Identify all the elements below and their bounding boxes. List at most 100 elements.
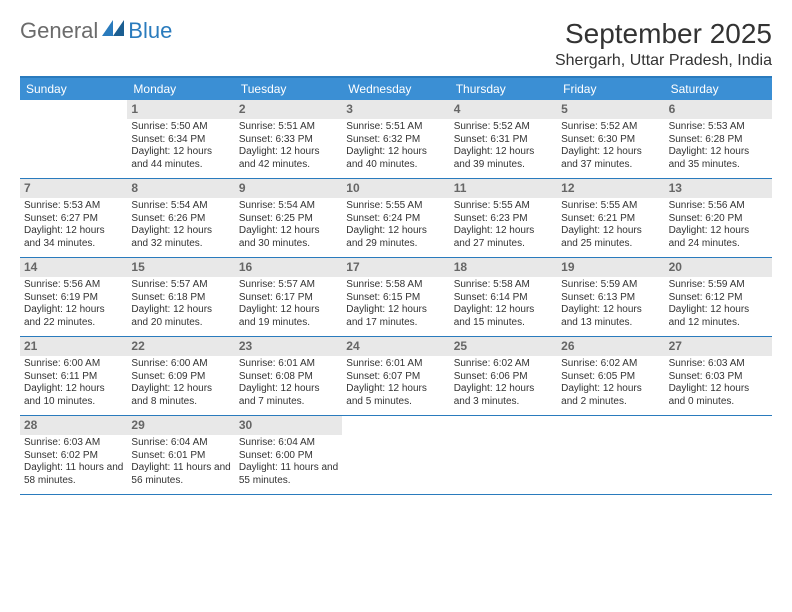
day-cell: 5Sunrise: 5:52 AMSunset: 6:30 PMDaylight… bbox=[557, 100, 664, 178]
sunset-text: Sunset: 6:31 PM bbox=[454, 134, 553, 147]
day-number: 19 bbox=[557, 258, 664, 277]
sunrise-text: Sunrise: 6:04 AM bbox=[131, 437, 230, 450]
day-cell: 0 bbox=[665, 416, 772, 494]
sunset-text: Sunset: 6:01 PM bbox=[131, 450, 230, 463]
day-number: 9 bbox=[235, 179, 342, 198]
sunrise-text: Sunrise: 6:00 AM bbox=[131, 358, 230, 371]
daylight-text: Daylight: 12 hours and 37 minutes. bbox=[561, 146, 660, 171]
daylight-text: Daylight: 12 hours and 17 minutes. bbox=[346, 304, 445, 329]
daylight-text: Daylight: 12 hours and 10 minutes. bbox=[24, 383, 123, 408]
dayhead-tue: Tuesday bbox=[235, 78, 342, 100]
week-row: 21Sunrise: 6:00 AMSunset: 6:11 PMDayligh… bbox=[20, 337, 772, 416]
sunset-text: Sunset: 6:28 PM bbox=[669, 134, 768, 147]
sunrise-text: Sunrise: 5:55 AM bbox=[346, 200, 445, 213]
sunset-text: Sunset: 6:25 PM bbox=[239, 213, 338, 226]
sunrise-text: Sunrise: 5:57 AM bbox=[131, 279, 230, 292]
day-cell: 15Sunrise: 5:57 AMSunset: 6:18 PMDayligh… bbox=[127, 258, 234, 336]
daylight-text: Daylight: 11 hours and 58 minutes. bbox=[24, 462, 123, 487]
daylight-text: Daylight: 12 hours and 24 minutes. bbox=[669, 225, 768, 250]
day-number: 23 bbox=[235, 337, 342, 356]
sunset-text: Sunset: 6:26 PM bbox=[131, 213, 230, 226]
daylight-text: Daylight: 12 hours and 30 minutes. bbox=[239, 225, 338, 250]
day-header-row: Sunday Monday Tuesday Wednesday Thursday… bbox=[20, 78, 772, 100]
daylight-text: Daylight: 12 hours and 8 minutes. bbox=[131, 383, 230, 408]
daylight-text: Daylight: 12 hours and 44 minutes. bbox=[131, 146, 230, 171]
day-cell: 18Sunrise: 5:58 AMSunset: 6:14 PMDayligh… bbox=[450, 258, 557, 336]
day-number: 29 bbox=[127, 416, 234, 435]
day-cell: 12Sunrise: 5:55 AMSunset: 6:21 PMDayligh… bbox=[557, 179, 664, 257]
day-number: 15 bbox=[127, 258, 234, 277]
sunrise-text: Sunrise: 5:50 AM bbox=[131, 121, 230, 134]
sunrise-text: Sunrise: 6:02 AM bbox=[454, 358, 553, 371]
daylight-text: Daylight: 12 hours and 19 minutes. bbox=[239, 304, 338, 329]
dayhead-sun: Sunday bbox=[20, 78, 127, 100]
daylight-text: Daylight: 12 hours and 22 minutes. bbox=[24, 304, 123, 329]
day-number: 1 bbox=[127, 100, 234, 119]
day-number: 14 bbox=[20, 258, 127, 277]
dayhead-thu: Thursday bbox=[450, 78, 557, 100]
day-number: 8 bbox=[127, 179, 234, 198]
day-number: 16 bbox=[235, 258, 342, 277]
day-number: 25 bbox=[450, 337, 557, 356]
location: Shergarh, Uttar Pradesh, India bbox=[555, 52, 772, 70]
dayhead-sat: Saturday bbox=[665, 78, 772, 100]
sunrise-text: Sunrise: 6:03 AM bbox=[24, 437, 123, 450]
day-cell: 30Sunrise: 6:04 AMSunset: 6:00 PMDayligh… bbox=[235, 416, 342, 494]
day-number: 10 bbox=[342, 179, 449, 198]
day-cell: 11Sunrise: 5:55 AMSunset: 6:23 PMDayligh… bbox=[450, 179, 557, 257]
logo-text-1: General bbox=[20, 18, 98, 44]
daylight-text: Daylight: 12 hours and 5 minutes. bbox=[346, 383, 445, 408]
month-title: September 2025 bbox=[555, 18, 772, 50]
dayhead-fri: Friday bbox=[557, 78, 664, 100]
calendar-page: General Blue September 2025 Shergarh, Ut… bbox=[0, 0, 792, 495]
sunset-text: Sunset: 6:07 PM bbox=[346, 371, 445, 384]
day-cell: 26Sunrise: 6:02 AMSunset: 6:05 PMDayligh… bbox=[557, 337, 664, 415]
day-cell: 1Sunrise: 5:50 AMSunset: 6:34 PMDaylight… bbox=[127, 100, 234, 178]
daylight-text: Daylight: 12 hours and 35 minutes. bbox=[669, 146, 768, 171]
week-row: 01Sunrise: 5:50 AMSunset: 6:34 PMDayligh… bbox=[20, 100, 772, 179]
logo: General Blue bbox=[20, 18, 172, 44]
sunrise-text: Sunrise: 6:01 AM bbox=[239, 358, 338, 371]
day-number: 17 bbox=[342, 258, 449, 277]
sunrise-text: Sunrise: 5:55 AM bbox=[561, 200, 660, 213]
sunset-text: Sunset: 6:06 PM bbox=[454, 371, 553, 384]
day-cell: 27Sunrise: 6:03 AMSunset: 6:03 PMDayligh… bbox=[665, 337, 772, 415]
daylight-text: Daylight: 12 hours and 12 minutes. bbox=[669, 304, 768, 329]
day-number: 2 bbox=[235, 100, 342, 119]
sunrise-text: Sunrise: 5:51 AM bbox=[239, 121, 338, 134]
sunrise-text: Sunrise: 6:02 AM bbox=[561, 358, 660, 371]
sunrise-text: Sunrise: 5:56 AM bbox=[669, 200, 768, 213]
day-cell: 29Sunrise: 6:04 AMSunset: 6:01 PMDayligh… bbox=[127, 416, 234, 494]
daylight-text: Daylight: 12 hours and 42 minutes. bbox=[239, 146, 338, 171]
day-number: 28 bbox=[20, 416, 127, 435]
daylight-text: Daylight: 12 hours and 20 minutes. bbox=[131, 304, 230, 329]
day-cell: 6Sunrise: 5:53 AMSunset: 6:28 PMDaylight… bbox=[665, 100, 772, 178]
sunrise-text: Sunrise: 5:55 AM bbox=[454, 200, 553, 213]
day-number: 3 bbox=[342, 100, 449, 119]
day-number: 11 bbox=[450, 179, 557, 198]
sunset-text: Sunset: 6:33 PM bbox=[239, 134, 338, 147]
sunrise-text: Sunrise: 5:51 AM bbox=[346, 121, 445, 134]
sunrise-text: Sunrise: 5:59 AM bbox=[669, 279, 768, 292]
sunset-text: Sunset: 6:23 PM bbox=[454, 213, 553, 226]
day-cell: 0 bbox=[342, 416, 449, 494]
sunset-text: Sunset: 6:13 PM bbox=[561, 292, 660, 305]
sunset-text: Sunset: 6:20 PM bbox=[669, 213, 768, 226]
daylight-text: Daylight: 12 hours and 13 minutes. bbox=[561, 304, 660, 329]
day-cell: 0 bbox=[20, 100, 127, 178]
weeks-container: 01Sunrise: 5:50 AMSunset: 6:34 PMDayligh… bbox=[20, 100, 772, 495]
day-cell: 16Sunrise: 5:57 AMSunset: 6:17 PMDayligh… bbox=[235, 258, 342, 336]
sunset-text: Sunset: 6:17 PM bbox=[239, 292, 338, 305]
day-number: 4 bbox=[450, 100, 557, 119]
daylight-text: Daylight: 12 hours and 2 minutes. bbox=[561, 383, 660, 408]
sunrise-text: Sunrise: 5:52 AM bbox=[454, 121, 553, 134]
header: General Blue September 2025 Shergarh, Ut… bbox=[20, 18, 772, 70]
day-cell: 24Sunrise: 6:01 AMSunset: 6:07 PMDayligh… bbox=[342, 337, 449, 415]
sunrise-text: Sunrise: 5:53 AM bbox=[24, 200, 123, 213]
sunrise-text: Sunrise: 5:52 AM bbox=[561, 121, 660, 134]
sunset-text: Sunset: 6:00 PM bbox=[239, 450, 338, 463]
sunset-text: Sunset: 6:09 PM bbox=[131, 371, 230, 384]
day-number: 13 bbox=[665, 179, 772, 198]
sunrise-text: Sunrise: 5:53 AM bbox=[669, 121, 768, 134]
sunrise-text: Sunrise: 5:54 AM bbox=[131, 200, 230, 213]
